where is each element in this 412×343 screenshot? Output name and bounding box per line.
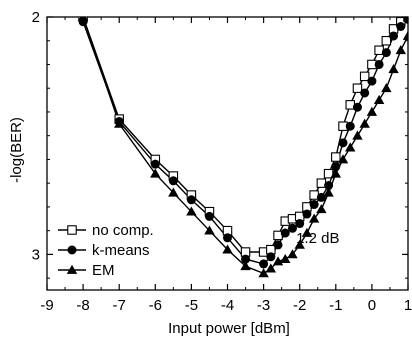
data-point [301,227,313,237]
data-point [345,121,355,131]
data-point [302,209,312,219]
data-point [240,261,251,271]
data-point [345,142,356,152]
data-point [374,59,384,69]
data-point [396,21,406,31]
data-point [259,259,269,269]
x-tick-label: -3 [257,297,270,314]
x-tick-label: -4 [221,297,234,314]
data-point [273,240,283,250]
data-point [367,76,377,86]
data-point [309,200,319,210]
x-tick-label: -8 [76,297,89,314]
data-point [77,17,89,21]
data-point [323,168,334,179]
annotations: 1.2 dB [296,230,339,247]
series-markers [77,17,408,278]
data-point [223,233,232,243]
data-point [359,71,370,82]
data-point [324,181,334,191]
x-axis-label: Input power [dBm] [168,320,290,337]
legend-marker [67,245,77,255]
data-point [222,244,233,254]
data-point [294,239,305,249]
legend-marker [66,264,78,274]
data-point [168,176,178,186]
legend-label: k-means [92,242,150,259]
data-point [352,83,363,93]
data-point [258,268,269,278]
data-point [359,118,370,128]
y-axis: 23 [32,9,408,279]
y-tick-label: 3 [32,246,40,263]
legend-label: no comp. [92,222,154,239]
data-point [337,154,349,164]
data-point [280,228,290,238]
x-tick-label: -6 [149,297,162,314]
data-point [403,17,408,24]
data-point [280,253,291,264]
x-tick-label: -1 [329,297,342,314]
data-point [150,168,161,178]
data-point [150,159,160,169]
data-point [352,130,363,140]
data-point [287,249,298,259]
data-point [266,252,276,262]
data-point [204,225,215,235]
data-point [186,195,196,205]
data-point [402,30,408,40]
data-point [186,206,197,216]
data-point [373,94,385,104]
data-point [331,152,341,162]
x-tick-label: -9 [40,297,53,314]
data-point [360,88,370,98]
data-point [338,138,348,148]
data-point [352,102,362,112]
x-tick-label: -5 [185,297,198,314]
data-point [395,45,406,55]
data-point [323,187,334,197]
data-point [287,223,297,233]
x-tick-label: 0 [368,297,376,314]
legend-marker [67,225,77,235]
data-point [381,48,391,58]
data-point [388,64,399,74]
x-axis: -9 -8 -7 -6 -5 -4 -3 -2 -1 0 1 [40,17,412,314]
legend: no comp. k-means EM [58,222,154,279]
data-point [381,35,392,46]
y-tick-label: 2 [32,9,40,26]
x-tick-label: -7 [113,297,126,314]
data-point [241,254,251,264]
data-point [381,83,392,93]
data-point [330,168,341,178]
x-tick-label: -2 [293,297,306,314]
data-point [168,187,179,197]
data-point [331,162,341,172]
data-point [389,31,399,41]
data-point [366,106,378,116]
legend-label: EM [92,262,115,279]
x-tick-label: 1 [404,297,412,314]
data-point [308,213,320,223]
data-point [265,263,277,273]
y-axis-label: -log(BER) [8,117,25,183]
data-point [204,211,214,221]
data-point [316,204,327,214]
annotation-label: 1.2 dB [296,230,339,247]
series-line-0 [82,17,408,253]
data-point [114,118,125,128]
data-point [295,219,305,229]
data-point [316,192,326,202]
data-point [272,256,284,266]
